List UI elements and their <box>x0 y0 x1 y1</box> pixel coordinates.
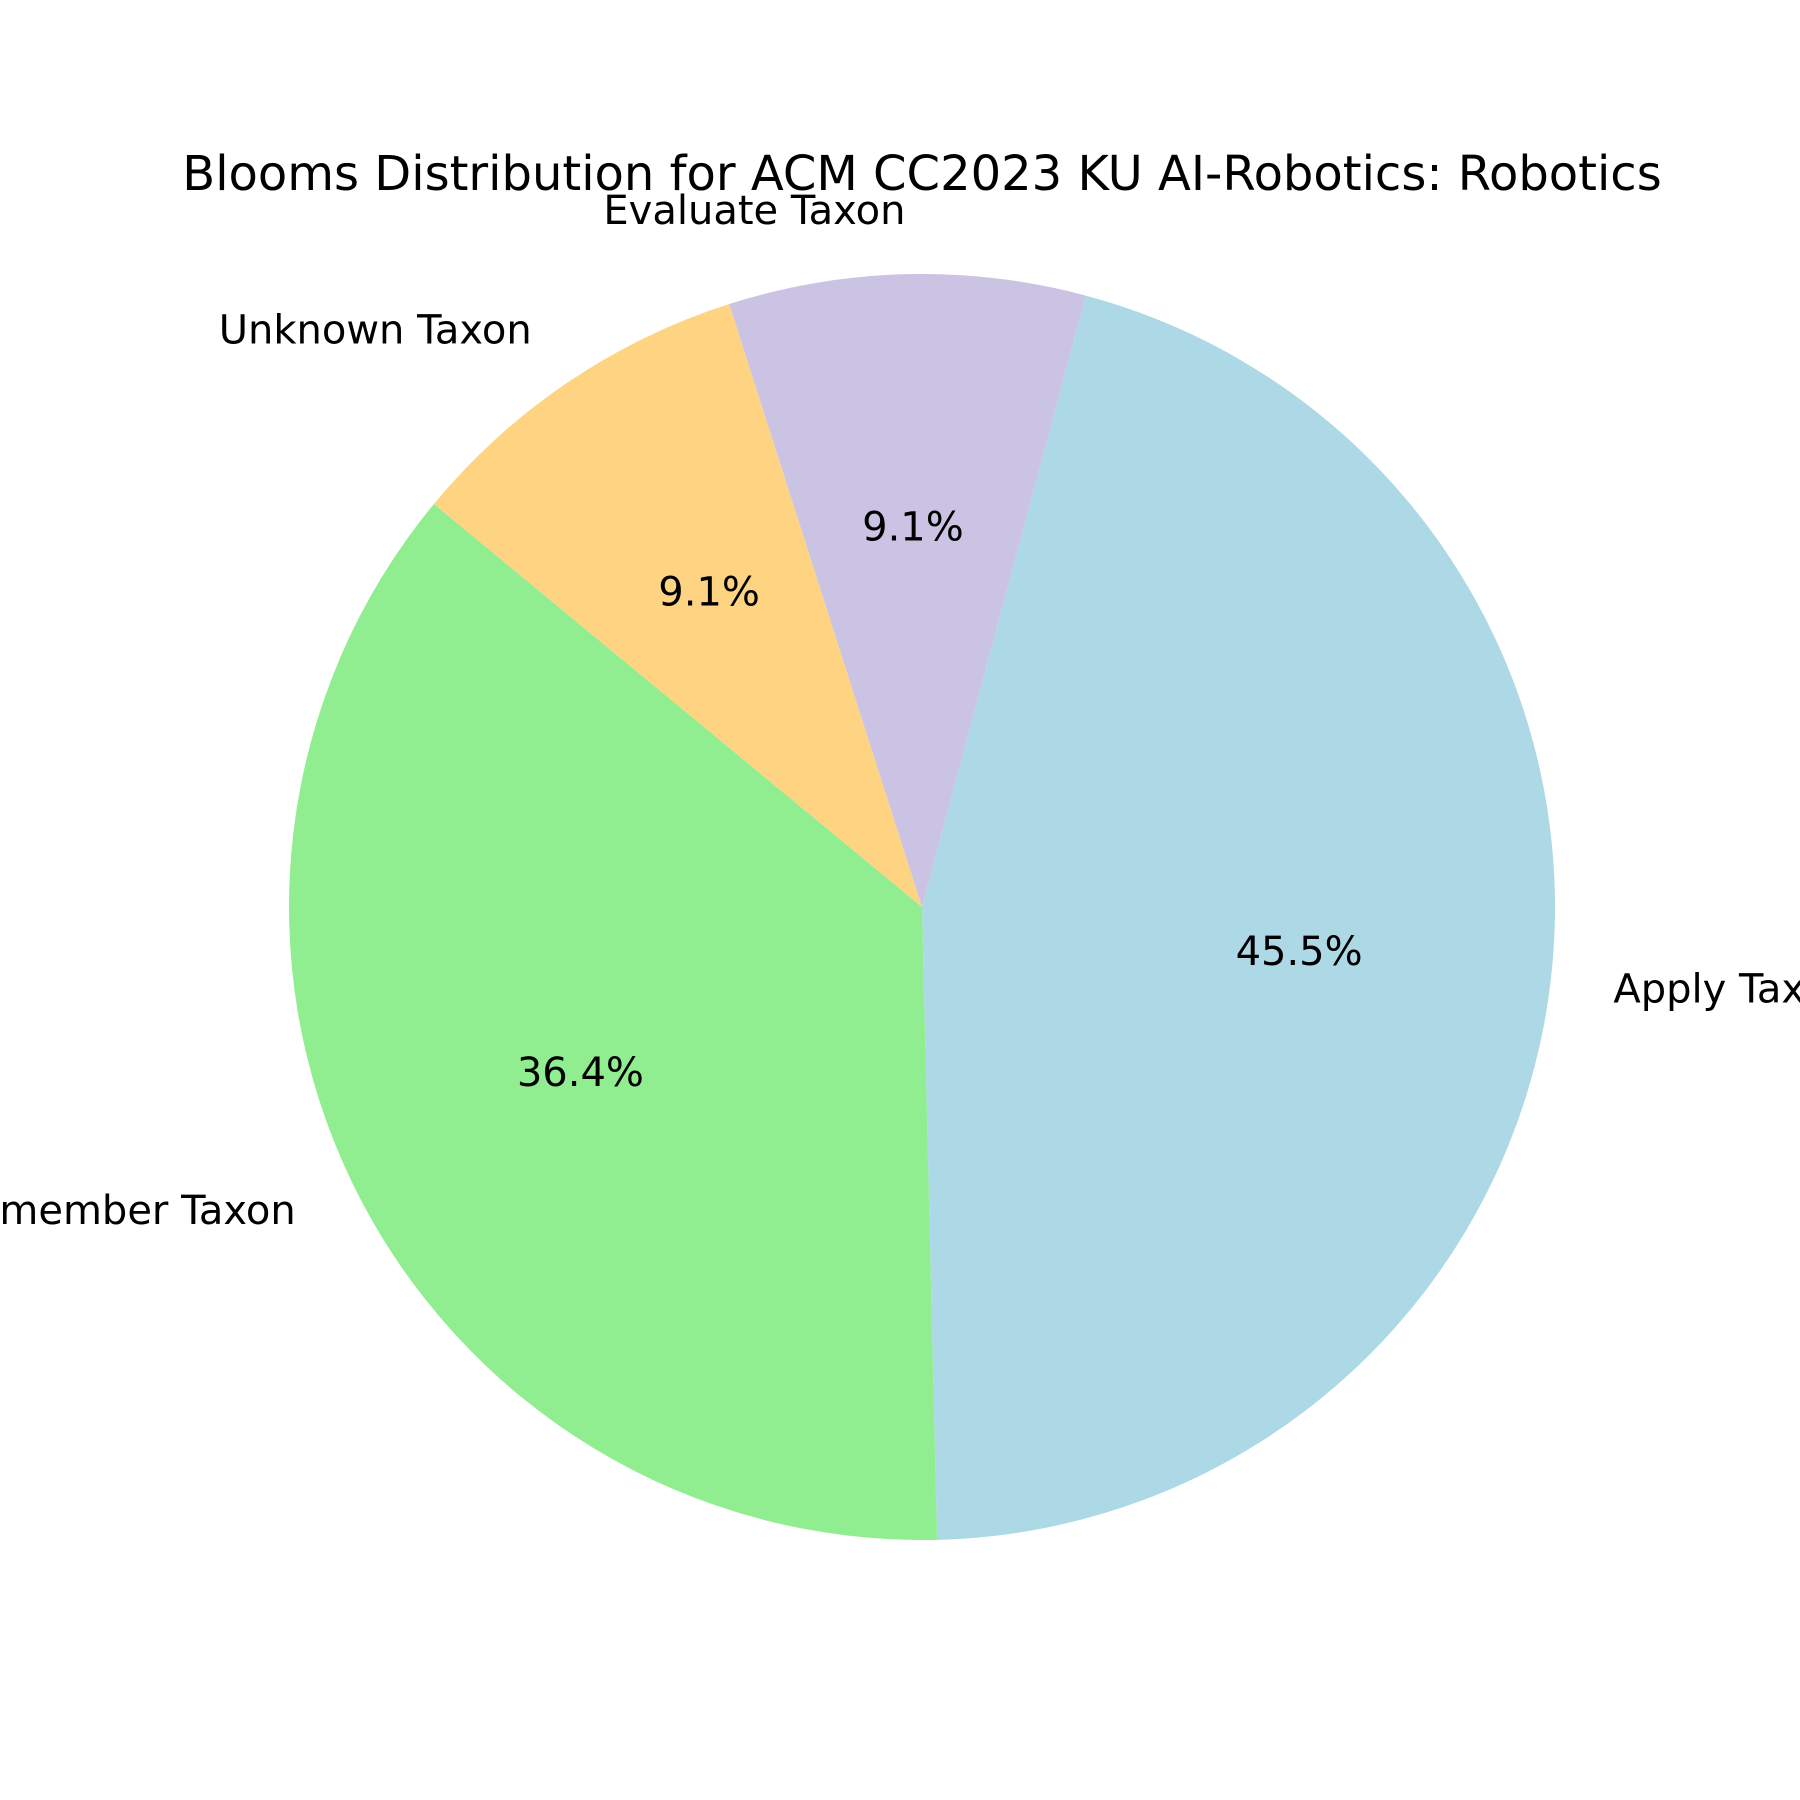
slice-label: Unknown Taxon <box>219 307 532 353</box>
pie-slice-evaluate-taxon <box>729 274 1086 907</box>
slice-label: Apply Taxon <box>1613 967 1800 1013</box>
slice-label: Evaluate Taxon <box>603 188 905 234</box>
slice-label: Remember Taxon <box>0 1188 296 1234</box>
pie-labels: Apply Taxon 45.5% Remember Taxon 36.4% Unkno… <box>0 188 1800 1234</box>
pie-slices <box>288 274 1555 1540</box>
pie-slice-unknown-taxon <box>433 304 922 907</box>
chart-title: Blooms Distribution for ACM CC2023 KU AI… <box>182 146 1661 202</box>
pie-slice-remember-taxon <box>288 503 938 1540</box>
slice-percent-label: 45.5% <box>1236 929 1363 975</box>
slice-percent-label: 9.1% <box>658 569 760 615</box>
pie-slice-apply-taxon <box>922 295 1555 1540</box>
slice-percent-label: 9.1% <box>862 504 964 550</box>
slice-percent-label: 36.4% <box>517 1050 644 1096</box>
